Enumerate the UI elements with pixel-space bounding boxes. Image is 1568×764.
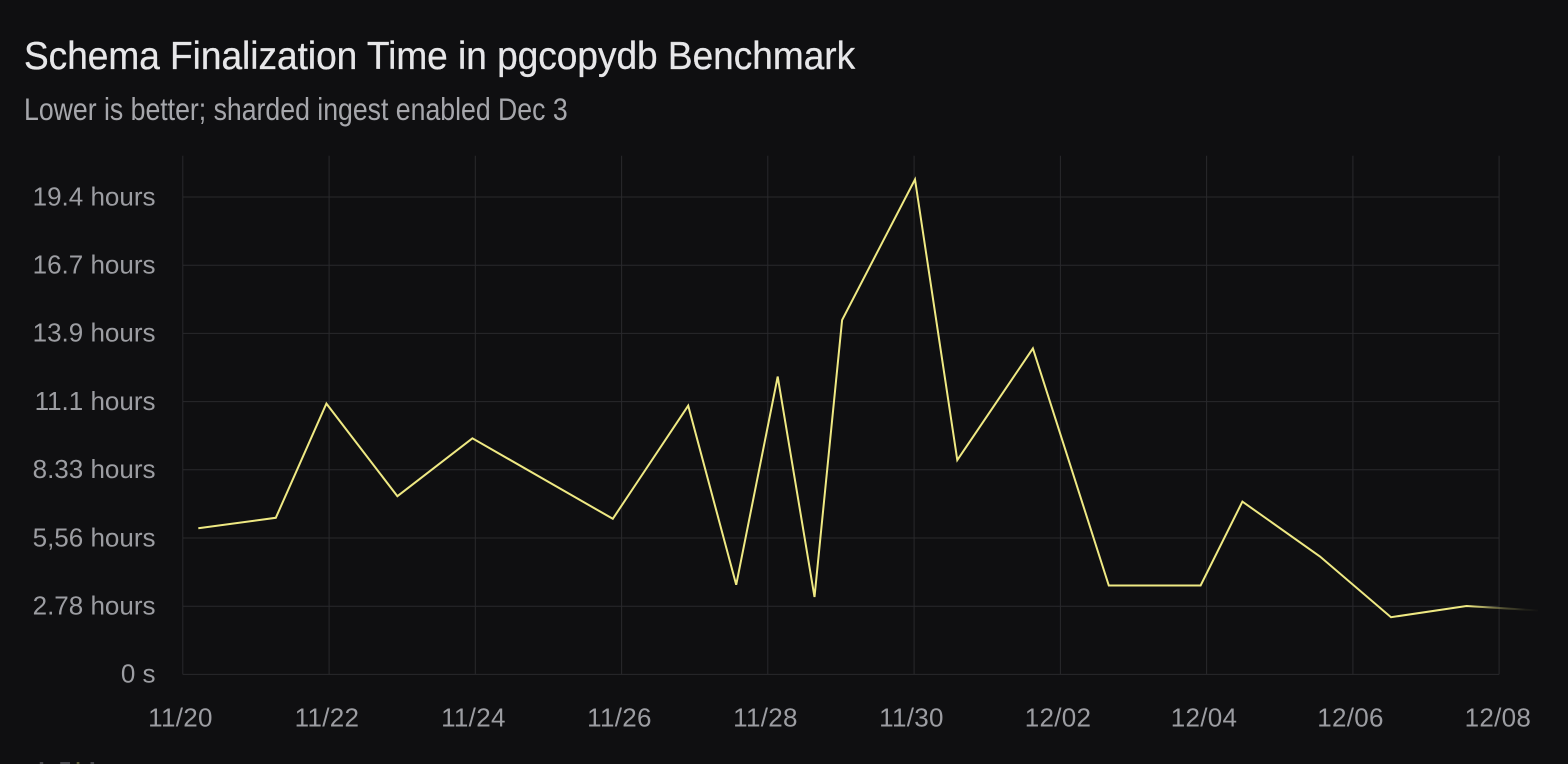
- svg-text:16.7 hours: 16.7 hours: [33, 250, 156, 280]
- svg-text:5,56 hours: 5,56 hours: [33, 522, 156, 552]
- svg-text:11/24: 11/24: [441, 703, 506, 733]
- svg-text:11/22: 11/22: [295, 703, 360, 733]
- svg-text:11/20: 11/20: [148, 703, 213, 733]
- svg-text:0 s: 0 s: [121, 659, 156, 689]
- svg-text:19.4 hours: 19.4 hours: [33, 181, 156, 211]
- svg-text:8.33 hours: 8.33 hours: [33, 454, 156, 484]
- svg-text:11/28: 11/28: [733, 703, 798, 733]
- svg-text:13.9 hours: 13.9 hours: [33, 318, 156, 348]
- svg-text:12/06: 12/06: [1317, 703, 1384, 733]
- svg-text:12/04: 12/04: [1171, 703, 1238, 733]
- svg-text:11.1 hours: 11.1 hours: [35, 386, 156, 416]
- svg-text:11/30: 11/30: [879, 703, 944, 733]
- svg-text:12/08: 12/08: [1465, 703, 1532, 733]
- svg-text:11/26: 11/26: [587, 703, 652, 733]
- svg-text:12/02: 12/02: [1025, 703, 1092, 733]
- svg-text:2.78 hours: 2.78 hours: [33, 591, 156, 621]
